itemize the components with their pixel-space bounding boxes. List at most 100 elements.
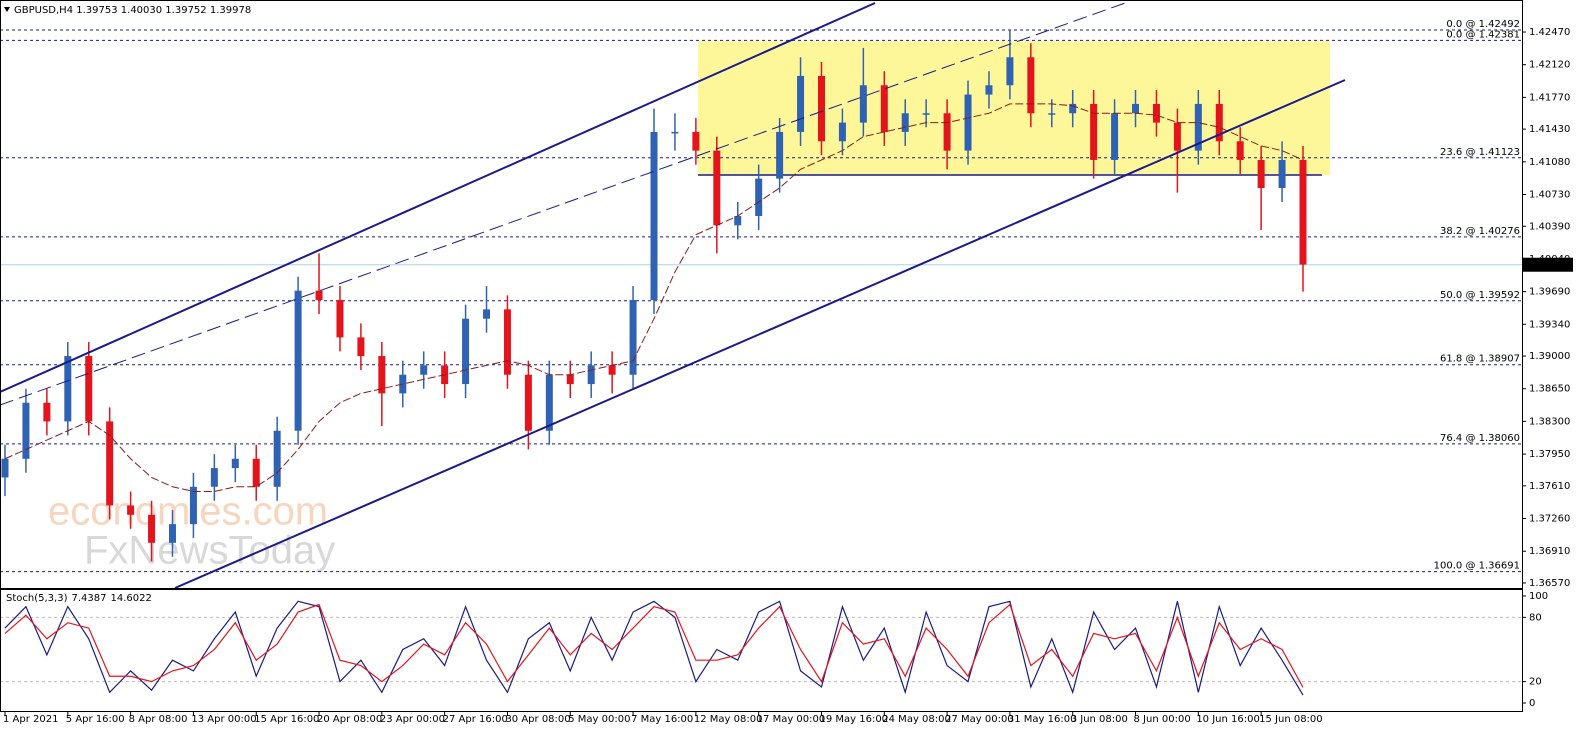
- watermark-text: economies.com: [48, 490, 328, 534]
- y-tick-label: 1.38650: [1529, 384, 1570, 395]
- candle-body: [43, 402, 51, 422]
- x-tick-label: 15 Apr 16:00: [254, 714, 319, 725]
- candle-body: [127, 505, 135, 515]
- candle-body: [985, 85, 993, 95]
- y-tick-label: 1.37260: [1529, 514, 1570, 525]
- x-tick-label: 12 May 08:00: [694, 714, 763, 725]
- drawings: [0, 2, 1346, 589]
- x-tick-label: 20 Apr 08:00: [317, 714, 382, 725]
- y-tick-label: 1.36910: [1529, 546, 1570, 557]
- candle-body: [755, 178, 763, 216]
- candle-body: [462, 318, 470, 385]
- candle-body: [734, 215, 742, 226]
- y-tick-label: 1.38300: [1529, 416, 1570, 427]
- candle-body: [483, 309, 491, 319]
- current-price-label: 1.39978: [1526, 260, 1567, 271]
- y-tick-label: 1.36570: [1529, 578, 1570, 589]
- stoch-line: [4, 603, 1304, 688]
- x-tick-label: 23 Apr 00:00: [380, 714, 445, 725]
- x-tick-label: 10 Jun 16:00: [1196, 714, 1260, 725]
- candle-body: [692, 131, 700, 151]
- candle-body: [357, 337, 365, 357]
- candle-body: [1111, 113, 1119, 160]
- x-tick-label: 8 Apr 08:00: [129, 714, 188, 725]
- x-tick-label: 13 Apr 00:00: [191, 714, 256, 725]
- candle-body: [168, 524, 176, 543]
- x-tick-label: 8 Jun 00:00: [1134, 714, 1191, 725]
- candle-body: [420, 365, 428, 375]
- fib-label: 76.4 @ 1.38060: [1440, 433, 1520, 444]
- y-tick-label: 20: [1529, 677, 1542, 688]
- indicator-frame: [0, 589, 1523, 712]
- candle-body: [1132, 103, 1140, 114]
- y-tick-label: 80: [1529, 612, 1542, 623]
- candle-body: [294, 290, 302, 431]
- candle-body: [503, 309, 511, 375]
- stoch-line: [4, 600, 1304, 696]
- candle-body: [880, 85, 888, 132]
- candle-body: [545, 374, 553, 431]
- candle-body: [22, 402, 30, 459]
- x-tick-label: 1 Apr 2021: [3, 714, 58, 725]
- back-layer: [698, 41, 1330, 176]
- x-tick-label: 27 May 00:00: [945, 714, 1014, 725]
- fib-label: 61.8 @ 1.38907: [1440, 354, 1520, 365]
- candle-body: [776, 131, 784, 179]
- candle-body: [1278, 159, 1286, 188]
- y-tick-label: 1.40730: [1529, 190, 1570, 201]
- candle-body: [524, 374, 532, 431]
- candle-body: [838, 122, 846, 142]
- candle-body: [1048, 113, 1056, 115]
- x-tick-label: 15 Jun 08:00: [1259, 714, 1323, 725]
- menu-arrow[interactable]: [4, 7, 10, 12]
- candle-body: [566, 374, 574, 385]
- candle-body: [189, 486, 197, 525]
- candle-body: [922, 113, 930, 115]
- x-tick-label: 31 May 16:00: [1008, 714, 1077, 725]
- candle-body: [148, 514, 156, 543]
- candle-body: [943, 113, 951, 151]
- candle-body: [964, 94, 972, 151]
- y-tick-label: 1.42470: [1529, 27, 1570, 38]
- candle-body: [106, 421, 114, 506]
- y-tick-label: 1.41080: [1529, 157, 1570, 168]
- y-tick-label: 1.39000: [1529, 351, 1570, 362]
- candle-body: [1069, 103, 1077, 114]
- x-tick-label: 19 May 16:00: [819, 714, 888, 725]
- x-tick-label: 7 May 16:00: [631, 714, 693, 725]
- candle-body: [210, 468, 218, 487]
- fib-label: 100.0 @ 1.36691: [1434, 561, 1520, 572]
- indicator-value: 14.6022: [110, 593, 151, 604]
- chart-header: GBPUSD,H4 1.39753 1.40030 1.39752 1.3997…: [14, 5, 251, 16]
- candle-body: [797, 75, 805, 132]
- axis-layer: 1.42470 1.42120 1.41770 1.41430 1.41080 1.407…: [3, 27, 1573, 725]
- y-tick-label: 1.40390: [1529, 221, 1570, 232]
- candle-body: [252, 458, 260, 487]
- candle-body: [817, 75, 825, 142]
- frame: [0, 0, 1523, 712]
- y-tick-label: 1.39340: [1529, 319, 1570, 330]
- fib-label: 0.0 @ 1.42381: [1446, 29, 1520, 40]
- fib-label: 0.0 @ 1.42492: [1446, 19, 1520, 30]
- x-tick-label: 3 Jun 08:00: [1071, 714, 1128, 725]
- indicator-name: Stoch(5,3,3): [6, 593, 68, 604]
- y-tick-label: 1.37950: [1529, 449, 1570, 460]
- x-tick-label: 5 Apr 16:00: [66, 714, 125, 725]
- candle-body: [587, 365, 595, 385]
- candle-body: [315, 290, 323, 301]
- x-tick-label: 30 Apr 08:00: [505, 714, 570, 725]
- candle-body: [608, 365, 616, 375]
- candle-body: [1, 458, 9, 478]
- x-tick-label: 27 Apr 16:00: [443, 714, 508, 725]
- y-tick-label: 0: [1529, 698, 1535, 709]
- candle-body: [1194, 103, 1202, 151]
- data-layer: [1, 30, 1307, 696]
- candle-body: [1027, 57, 1035, 114]
- y-tick-label: 1.42120: [1529, 60, 1570, 71]
- y-tick-label: 1.39690: [1529, 287, 1570, 298]
- channel-upper: [0, 2, 876, 393]
- candle-body: [901, 113, 909, 132]
- main-frame: [0, 0, 1523, 589]
- x-tick-label: 17 May 00:00: [757, 714, 826, 725]
